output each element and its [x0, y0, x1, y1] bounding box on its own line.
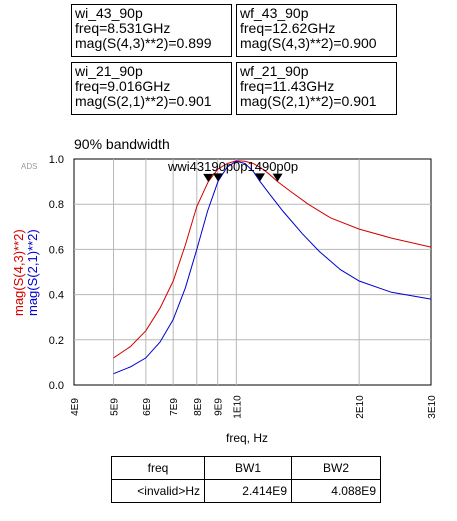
marker-name: wi_21_90p	[75, 63, 143, 79]
x-tick-label: 1E10	[232, 395, 243, 419]
marker-readout-wf-43: wf_43_90p freq=12.62GHz mag(S(4,3)**2)=0…	[236, 4, 397, 57]
x-tick-label: 8E9	[193, 398, 204, 416]
marker-value: mag(S(4,3)**2)=0.900	[240, 35, 377, 51]
chart-title: 90% bandwidth	[74, 136, 170, 152]
x-tick-label: 4E9	[70, 398, 81, 416]
x-tick-label: 2E10	[355, 395, 366, 419]
table-cell: 4.088E9	[291, 479, 381, 503]
table-header: freq	[111, 456, 205, 480]
x-tick-label: 3E10	[427, 395, 438, 419]
y-axis-label-s21: mag(S(2,1)**2)	[25, 229, 40, 316]
marker-triangle	[203, 173, 214, 182]
marker-value: mag(S(2,1)**2)=0.901	[75, 93, 212, 109]
marker-triangle	[255, 173, 266, 182]
marker-value: mag(S(2,1)**2)=0.901	[240, 93, 377, 109]
marker-readout-wi-43: wi_43_90p freq=8.531GHz mag(S(4,3)**2)=0…	[71, 4, 232, 57]
x-tick-label: 5E9	[110, 398, 121, 416]
bandwidth-table: freq BW1 BW2 <invalid>Hz 2.414E9 4.088E9	[111, 456, 381, 503]
table-header-row: freq BW1 BW2	[111, 456, 381, 480]
x-tick-label: 9E9	[214, 398, 225, 416]
marker-triangle	[212, 173, 223, 182]
plot-marker-labels: wwi43190p0p1490p0p	[167, 159, 298, 174]
marker-freq: freq=11.43GHz	[240, 78, 335, 94]
series-line-s43	[113, 160, 432, 359]
y-tick-label: 0.2	[49, 335, 64, 347]
marker-value: mag(S(4,3)**2)=0.899	[75, 35, 212, 51]
y-tick-label: 0.0	[49, 380, 64, 392]
x-axis-label: freq, Hz	[226, 431, 269, 445]
table-cell: <invalid>Hz	[111, 479, 205, 503]
marker-name: wf_43_90p	[240, 5, 309, 21]
x-tick-label: 7E9	[169, 398, 180, 416]
marker-freq: freq=12.62GHz	[240, 20, 336, 36]
marker-freq: freq=8.531GHz	[75, 20, 171, 36]
marker-freq: freq=9.016GHz	[75, 78, 171, 94]
marker-readout-wf-21: wf_21_90p freq=11.43GHz mag(S(2,1)**2)=0…	[236, 62, 397, 115]
table-header: BW2	[291, 456, 381, 480]
y-axis-label-s43: mag(S(4,3)**2)	[11, 229, 26, 316]
y-tick-label: 1.0	[49, 154, 64, 166]
series-line-s21	[113, 160, 432, 375]
marker-name: wf_21_90p	[240, 63, 309, 79]
marker-name: wi_43_90p	[75, 5, 143, 21]
table-header: BW1	[204, 456, 292, 480]
plot-frame	[73, 158, 432, 386]
marker-triangle	[272, 173, 283, 182]
y-tick-label: 0.8	[49, 199, 64, 211]
table-row: <invalid>Hz 2.414E9 4.088E9	[111, 479, 381, 503]
y-tick-label: 0.4	[49, 290, 64, 302]
table-cell: 2.414E9	[204, 479, 292, 503]
x-tick-label: 6E9	[142, 398, 153, 416]
marker-readout-wi-21: wi_21_90p freq=9.016GHz mag(S(2,1)**2)=0…	[71, 62, 232, 115]
y-tick-label: 0.6	[49, 244, 64, 256]
ads-tag: ADS	[21, 162, 38, 171]
